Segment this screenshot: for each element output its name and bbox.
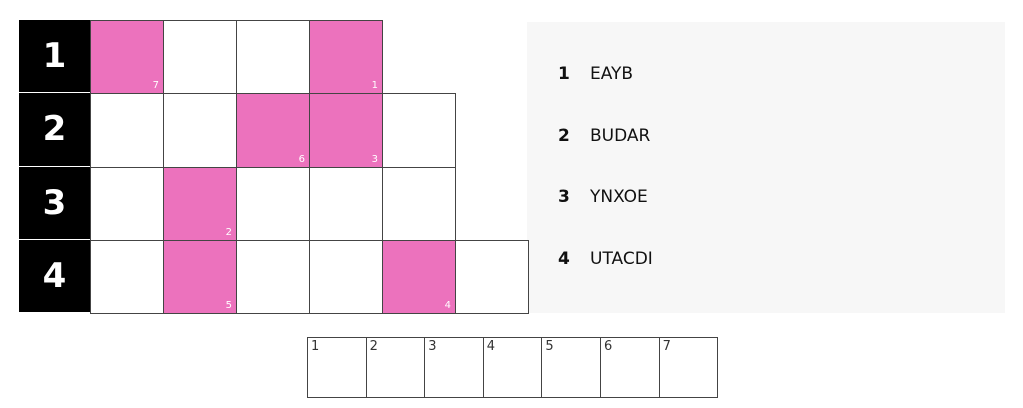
cell-marker: 4 [444, 300, 451, 312]
grid-cell[interactable] [90, 93, 164, 168]
answer-box[interactable]: 4 [482, 337, 543, 398]
cell-marker: 7 [152, 80, 159, 92]
grid-cell[interactable] [382, 166, 456, 241]
grid-cell[interactable] [382, 93, 456, 168]
answer-box-number: 2 [369, 339, 378, 354]
answer-box[interactable]: 2 [365, 337, 426, 398]
clue-number: 2 [558, 125, 570, 146]
grid-cell[interactable]: 4 [382, 239, 456, 315]
grid-cell[interactable] [163, 93, 237, 168]
answer-box[interactable]: 5 [541, 337, 601, 398]
answer-box-number: 6 [604, 339, 613, 354]
grid-cell[interactable] [163, 20, 237, 95]
grid-cell[interactable] [236, 239, 310, 315]
grid-cell[interactable] [90, 166, 164, 241]
grid-cell[interactable]: 7 [90, 20, 164, 95]
grid-cell[interactable] [455, 239, 529, 315]
answer-box[interactable]: 3 [424, 337, 484, 398]
clue-number: 1 [558, 64, 570, 84]
answer-box[interactable]: 6 [600, 337, 660, 398]
clue-panel [527, 22, 1005, 313]
cell-marker: 3 [371, 153, 378, 165]
clue-word: EAYB [590, 64, 634, 84]
row-label: 3 [19, 166, 90, 240]
answer-box[interactable]: 7 [658, 337, 719, 398]
grid-cell[interactable]: 6 [236, 93, 310, 168]
grid-cell[interactable] [309, 239, 383, 315]
cell-marker: 1 [371, 80, 378, 92]
answer-box[interactable]: 1 [307, 337, 367, 398]
row-label: 4 [19, 239, 90, 314]
grid-cell[interactable] [90, 239, 164, 315]
row-label: 1 [19, 20, 90, 94]
grid-cell[interactable]: 1 [309, 20, 383, 95]
answer-box-number: 4 [486, 339, 496, 354]
cell-marker: 6 [298, 153, 305, 165]
clue-number: 4 [558, 248, 570, 269]
grid-cell[interactable]: 5 [163, 239, 237, 315]
clue-word: UTACDI [590, 248, 653, 269]
grid-cell[interactable]: 2 [163, 166, 237, 241]
clue-word: BUDAR [590, 125, 651, 146]
grid-cell[interactable] [236, 166, 310, 241]
grid-cell[interactable] [236, 20, 310, 95]
cell-marker: 2 [225, 226, 232, 238]
answer-box-number: 3 [428, 339, 437, 354]
answer-box-number: 1 [311, 339, 320, 354]
row-label: 2 [19, 93, 90, 167]
answer-box-number: 7 [662, 339, 671, 354]
grid-cell[interactable]: 3 [309, 93, 383, 168]
clue-number: 3 [558, 187, 570, 207]
answer-box-number: 5 [545, 339, 554, 354]
grid-cell[interactable] [309, 166, 383, 241]
cell-marker: 5 [225, 300, 232, 312]
clue-word: YNXOE [590, 187, 648, 207]
